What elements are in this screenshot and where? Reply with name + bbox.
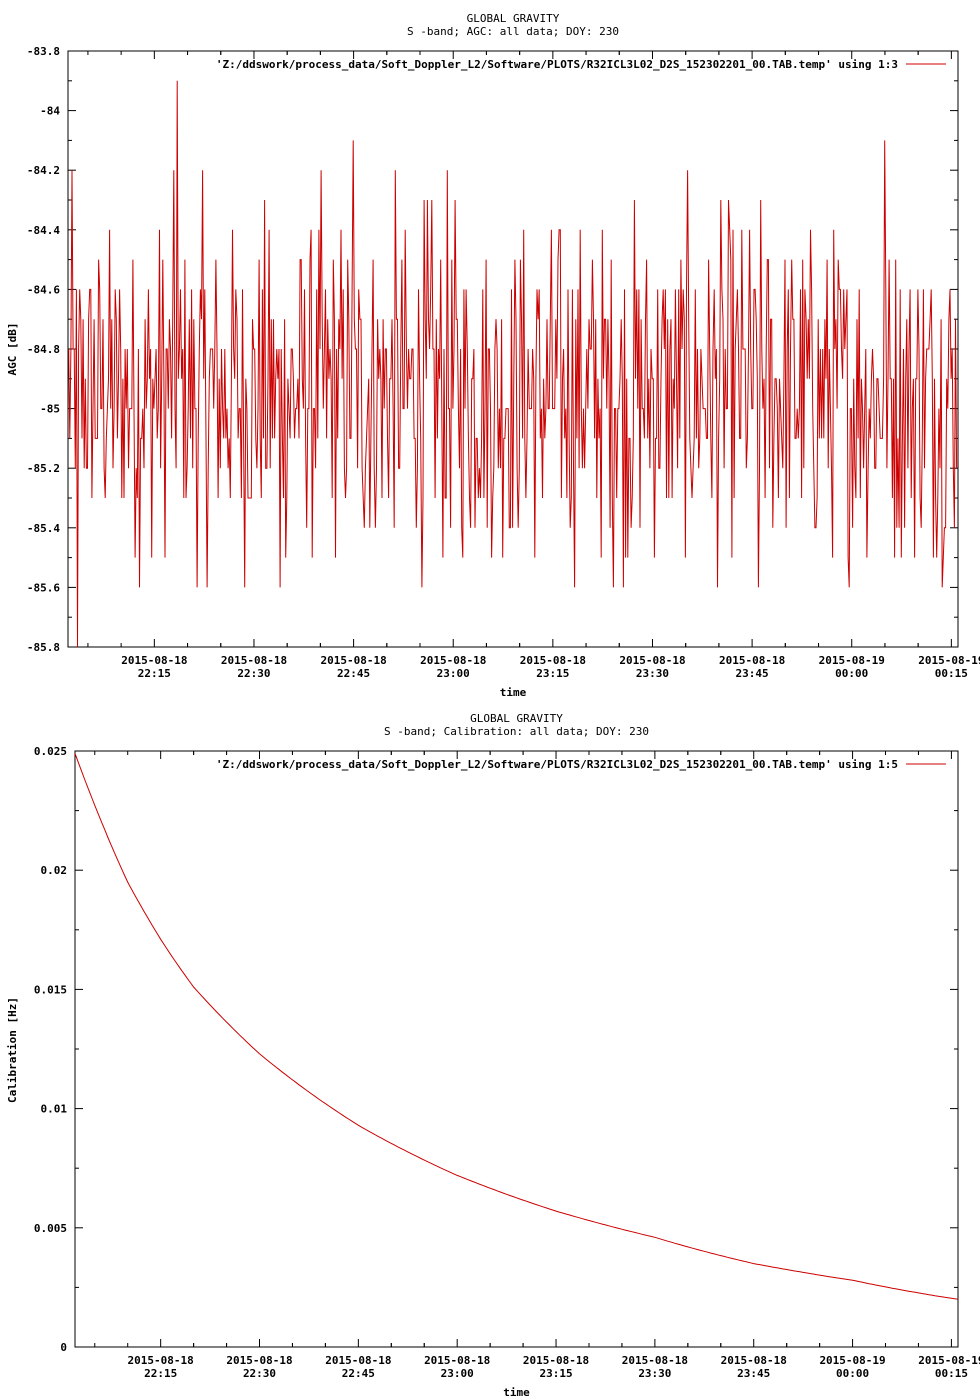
x-tick-time: 23:30 (638, 1367, 671, 1380)
x-tick-date: 2015-08-18 (719, 654, 785, 667)
x-tick-time: 00:00 (836, 1367, 869, 1380)
y-tick-label: 0.015 (34, 983, 67, 996)
y-tick-label: -85.8 (27, 641, 60, 654)
x-tick-time: 23:45 (736, 667, 769, 680)
x-tick-time: 00:00 (835, 667, 868, 680)
chart-title: GLOBAL GRAVITY (470, 712, 563, 725)
series-line (74, 753, 959, 1300)
x-tick-date: 2015-08-18 (523, 1354, 589, 1367)
y-axis-label: Calibration [Hz] (6, 997, 19, 1103)
x-tick-time: 23:45 (737, 1367, 770, 1380)
x-axis-label: time (503, 1386, 530, 1399)
x-tick-time: 22:15 (138, 667, 171, 680)
y-tick-label: -84 (40, 105, 60, 118)
x-tick-time: 22:45 (337, 667, 370, 680)
x-tick-time: 00:15 (935, 667, 968, 680)
x-tick-time: 22:15 (144, 1367, 177, 1380)
y-tick-label: -84.8 (27, 343, 60, 356)
y-tick-label: -85.4 (27, 522, 60, 535)
x-tick-date: 2015-08-18 (128, 1354, 194, 1367)
x-tick-date: 2015-08-19 (819, 1354, 885, 1367)
x-tick-date: 2015-08-18 (221, 654, 287, 667)
y-tick-label: -84.6 (27, 283, 60, 296)
x-tick-date: 2015-08-18 (622, 1354, 688, 1367)
x-tick-time: 22:30 (243, 1367, 276, 1380)
x-tick-time: 23:30 (636, 667, 669, 680)
y-tick-label: -84.4 (27, 224, 60, 237)
x-tick-time: 23:00 (437, 667, 470, 680)
y-tick-label: -85.6 (27, 581, 60, 594)
x-tick-date: 2015-08-19 (819, 654, 885, 667)
chart-subtitle: S -band; AGC: all data; DOY: 230 (407, 25, 619, 38)
plot-frame (74, 750, 959, 1348)
y-tick-label: -85.2 (27, 462, 60, 475)
x-tick-time: 00:15 (935, 1367, 968, 1380)
x-tick-date: 2015-08-18 (619, 654, 685, 667)
x-tick-date: 2015-08-18 (420, 654, 486, 667)
x-tick-date: 2015-08-18 (320, 654, 386, 667)
x-tick-time: 22:45 (342, 1367, 375, 1380)
x-tick-time: 22:30 (237, 667, 270, 680)
legend-label: 'Z:/ddswork/process_data/Soft_Doppler_L2… (216, 758, 898, 771)
chart-title: GLOBAL GRAVITY (467, 12, 560, 25)
series-line (68, 80, 958, 648)
y-tick-label: -84.2 (27, 164, 60, 177)
y-tick-label: 0.005 (34, 1222, 67, 1235)
x-tick-date: 2015-08-19 (918, 654, 980, 667)
chart-subtitle: S -band; Calibration: all data; DOY: 230 (384, 725, 649, 738)
x-tick-date: 2015-08-18 (424, 1354, 490, 1367)
x-tick-time: 23:00 (441, 1367, 474, 1380)
x-tick-date: 2015-08-18 (121, 654, 187, 667)
y-tick-label: 0.02 (41, 864, 68, 877)
legend-label: 'Z:/ddswork/process_data/Soft_Doppler_L2… (216, 58, 898, 71)
x-tick-time: 23:15 (536, 667, 569, 680)
x-tick-date: 2015-08-18 (721, 1354, 787, 1367)
y-tick-label: -83.8 (27, 45, 60, 58)
x-tick-date: 2015-08-18 (226, 1354, 292, 1367)
y-tick-label: 0.01 (41, 1103, 68, 1116)
x-tick-time: 23:15 (539, 1367, 572, 1380)
x-axis-label: time (500, 686, 527, 699)
y-tick-label: 0.025 (34, 745, 67, 758)
y-axis-label: AGC [dB] (6, 323, 19, 376)
x-tick-date: 2015-08-18 (325, 1354, 391, 1367)
y-tick-label: 0 (60, 1341, 67, 1354)
y-tick-label: -85 (40, 403, 60, 416)
x-tick-date: 2015-08-18 (520, 654, 586, 667)
x-tick-date: 2015-08-19 (918, 1354, 980, 1367)
